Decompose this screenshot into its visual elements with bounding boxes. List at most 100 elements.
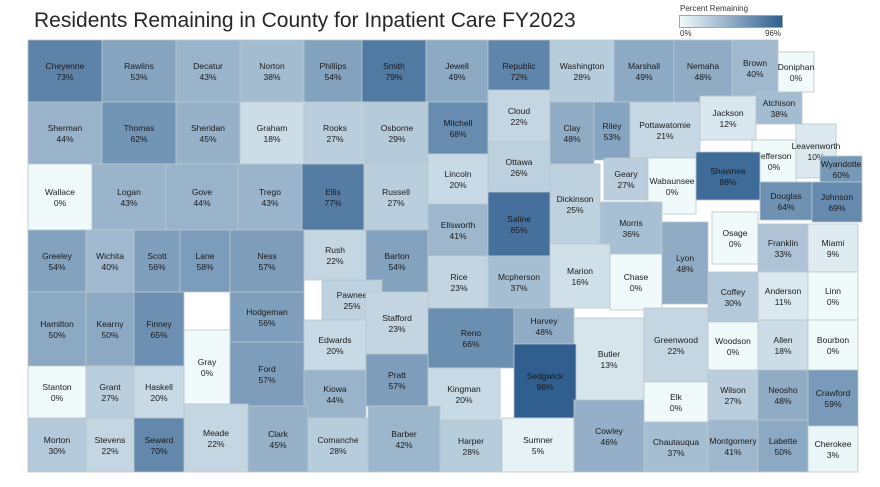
county-shape-saline	[487, 191, 551, 257]
county-value-labette: 50%	[774, 447, 791, 457]
county-value-graham: 18%	[263, 134, 280, 144]
county-name-saline: Saline	[507, 214, 531, 224]
county-value-harvey: 48%	[535, 327, 552, 337]
county-shape-chautauqua	[643, 421, 709, 473]
county-name-allen: Allen	[774, 335, 793, 345]
county-name-reno: Reno	[461, 328, 482, 338]
county-shape-haskell	[133, 365, 185, 419]
county-shape-finney	[133, 291, 185, 367]
county-name-morton: Morton	[44, 435, 71, 445]
county-name-thomas: Thomas	[124, 123, 155, 133]
county-name-cheyenne: Cheyenne	[46, 61, 85, 71]
county-value-reno: 66%	[462, 339, 479, 349]
county-shape-montgomery	[707, 419, 759, 473]
county-name-grant: Grant	[99, 382, 121, 392]
county-name-crawford: Crawford	[816, 388, 851, 398]
county-name-ottawa: Ottawa	[506, 157, 533, 167]
county-value-douglas: 64%	[777, 202, 794, 212]
county-name-anderson: Anderson	[765, 286, 802, 296]
county-shape-cloud	[487, 89, 551, 143]
county-shape-johnson	[811, 181, 863, 223]
county-name-kearny: Kearny	[97, 319, 125, 329]
county-value-atchison: 38%	[770, 109, 787, 119]
county-value-ness: 57%	[258, 262, 275, 272]
county-shape-thomas	[101, 101, 177, 165]
county-name-graham: Graham	[257, 123, 288, 133]
county-name-kiowa: Kiowa	[323, 384, 346, 394]
county-value-lyon: 48%	[676, 264, 693, 274]
county-name-harper: Harper	[458, 436, 484, 446]
county-value-wilson: 27%	[724, 396, 741, 406]
county-name-wyandotte: Wyandotte	[821, 159, 862, 169]
county-value-wyandotte: 60%	[832, 170, 849, 180]
county-name-sumner: Sumner	[523, 435, 553, 445]
map-title: Residents Remaining in County for Inpati…	[34, 9, 576, 32]
county-name-barber: Barber	[391, 429, 417, 439]
county-name-lane: Lane	[196, 251, 215, 261]
county-name-trego: Trego	[259, 187, 281, 197]
county-shape-greenwood	[643, 307, 709, 383]
county-value-osage: 0%	[729, 239, 742, 249]
county-value-stanton: 0%	[51, 393, 64, 403]
county-name-meade: Meade	[203, 428, 229, 438]
county-value-wallace: 0%	[54, 198, 67, 208]
county-name-russell: Russell	[382, 187, 410, 197]
county-value-republic: 72%	[510, 72, 527, 82]
county-shape-butler	[573, 317, 645, 401]
county-name-montgomery: Montgomery	[709, 436, 757, 446]
county-name-shawnee: Shawnee	[710, 166, 746, 176]
county-value-sherman: 44%	[56, 134, 73, 144]
county-shape-atchison	[755, 91, 803, 125]
county-shape-douglas	[759, 181, 813, 221]
legend-title: Percent Remaining	[680, 4, 749, 13]
county-value-coffey: 30%	[724, 298, 741, 308]
county-value-harper: 28%	[462, 447, 479, 457]
county-shape-wilson	[707, 369, 759, 421]
county-shape-comanche	[307, 417, 369, 473]
county-shape-rice	[427, 255, 491, 309]
county-value-brown: 40%	[746, 69, 763, 79]
county-shape-ottawa	[487, 141, 551, 193]
county-value-wichita: 40%	[101, 262, 118, 272]
county-value-russell: 27%	[387, 198, 404, 208]
county-shape-stanton	[27, 365, 87, 419]
county-value-smith: 79%	[385, 72, 402, 82]
county-value-hodgeman: 56%	[258, 318, 275, 328]
county-name-sheridan: Sheridan	[191, 123, 225, 133]
county-shape-franklin	[757, 223, 809, 273]
county-name-rooks: Rooks	[323, 123, 347, 133]
county-value-sumner: 5%	[532, 446, 545, 456]
county-value-norton: 38%	[263, 72, 280, 82]
county-value-marion: 16%	[571, 277, 588, 287]
county-value-stafford: 23%	[388, 324, 405, 334]
county-name-johnson: Johnson	[821, 192, 853, 202]
county-shape-coffey	[707, 271, 759, 323]
county-shape-stevens	[85, 417, 135, 473]
